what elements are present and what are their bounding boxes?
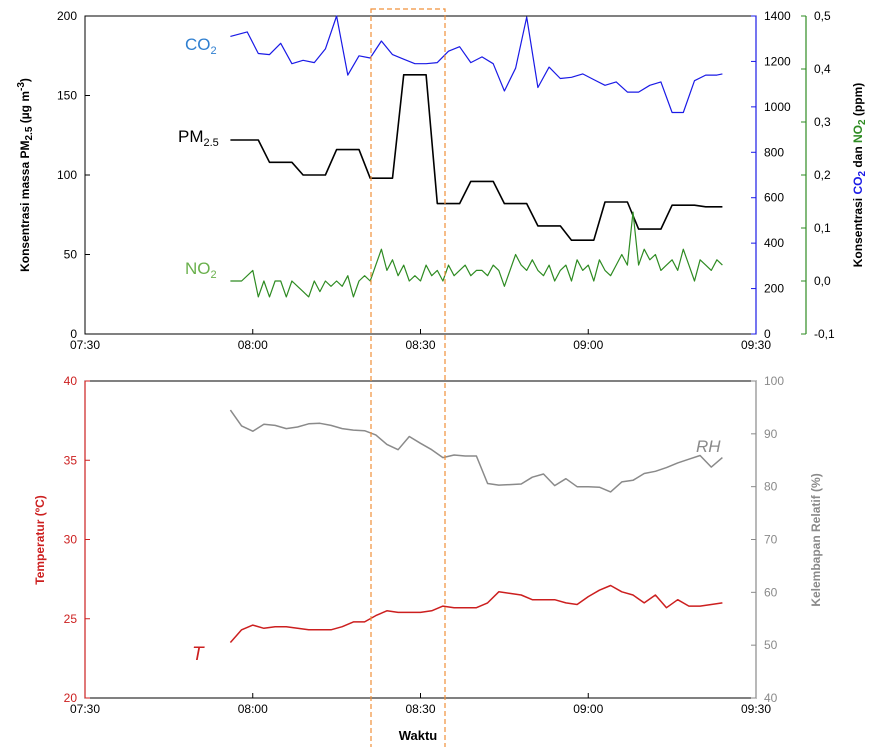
rh-line [229,409,723,493]
bottom-plot-frame [84,380,757,699]
no2-tick-label: 0,1 [814,221,831,235]
bottom-left-y-axis: 20 25 30 35 40 [64,374,90,705]
x-tick-label: 08:00 [238,702,268,716]
top-panel: 07:30 08:00 08:30 09:00 09:30 0 50 100 150 200 0… [16,9,868,352]
co2-tick-label: 0 [764,327,771,341]
co2-tick-label: 600 [764,191,784,205]
top-left-y-axis: 0 50 100 150 200 [57,9,90,341]
temp-tick-label: 40 [64,374,78,388]
x-axis-label: Waktu [399,728,438,743]
temp-tick-label: 35 [64,453,78,467]
pm25-series-label: PM2.5 [178,127,219,149]
rh-tick-label: 40 [764,691,778,705]
pm25-line [230,74,723,241]
rh-tick-label: 90 [764,427,778,441]
bottom-right-y-axis: 40 50 60 70 80 90 100 [751,374,784,705]
rh-tick-label: 50 [764,638,778,652]
rh-tick-label: 100 [764,374,784,388]
y-tick-label: 0 [70,327,77,341]
top-right-axis-label: Konsentrasi CO2 dan NO2 (ppm) [851,83,868,267]
co2-tick-label: 200 [764,282,784,296]
temp-tick-label: 20 [64,691,78,705]
co2-series-label: CO2 [185,35,217,57]
x-tick-label: 07:30 [70,338,100,352]
no2-tick-label: 0,5 [814,9,831,23]
x-tick-label: 09:00 [573,702,603,716]
bottom-right-axis-label: Kelembapan Relatif (%) [809,473,823,606]
x-tick-label: 09:00 [573,338,603,352]
top-series [230,15,723,298]
rh-tick-label: 80 [764,480,778,494]
temperature-series-label: T [192,644,205,665]
top-left-axis-label: Konsentrasi massa PM2.5 (µg m-3) [16,78,35,272]
temp-tick-label: 25 [64,612,78,626]
x-tick-label: 09:30 [741,702,771,716]
no2-tick-label: 0,2 [814,168,831,182]
x-tick-label: 07:30 [70,702,100,716]
temp-tick-label: 30 [64,533,78,547]
bottom-series [229,409,723,643]
no2-tick-label: 0,4 [814,62,831,76]
x-tick-label: 08:00 [238,338,268,352]
top-x-axis: 07:30 08:00 08:30 09:00 09:30 [70,329,771,352]
bottom-x-axis: 07:30 08:00 08:30 09:00 09:30 [70,693,771,716]
no2-tick-label: -0,1 [814,327,835,341]
no2-tick-label: 0,3 [814,115,831,129]
no2-line [230,211,723,298]
co2-tick-label: 1400 [764,9,791,23]
bottom-left-axis-label: Temperatur (ºC) [33,495,47,585]
no2-tick-label: 0,0 [814,274,831,288]
top-no2-y-axis: -0,1 0,0 0,1 0,2 0,3 0,4 0,5 [801,9,835,341]
x-tick-label: 08:30 [405,702,435,716]
co2-tick-label: 1200 [764,54,791,68]
y-tick-label: 100 [57,168,77,182]
rh-tick-label: 60 [764,585,778,599]
co2-tick-label: 1000 [764,100,791,114]
co2-line [230,15,723,114]
co2-tick-label: 400 [764,236,784,250]
rh-tick-label: 70 [764,533,778,547]
no2-series-label: NO2 [185,259,217,281]
y-tick-label: 200 [57,9,77,23]
y-tick-label: 150 [57,89,77,103]
temperature-line [229,584,723,643]
highlight-time-window [370,8,446,747]
co2-tick-label: 800 [764,145,784,159]
rh-series-label: RH [696,437,721,456]
top-co2-y-axis: 0 200 400 600 800 1000 1200 1400 [751,9,791,341]
x-tick-label: 08:30 [405,338,435,352]
bottom-panel: 07:30 08:00 08:30 09:00 09:30 20 25 30 35 40 40 5… [33,374,823,743]
x-tick-label: 09:30 [741,338,771,352]
y-tick-label: 50 [64,248,78,262]
